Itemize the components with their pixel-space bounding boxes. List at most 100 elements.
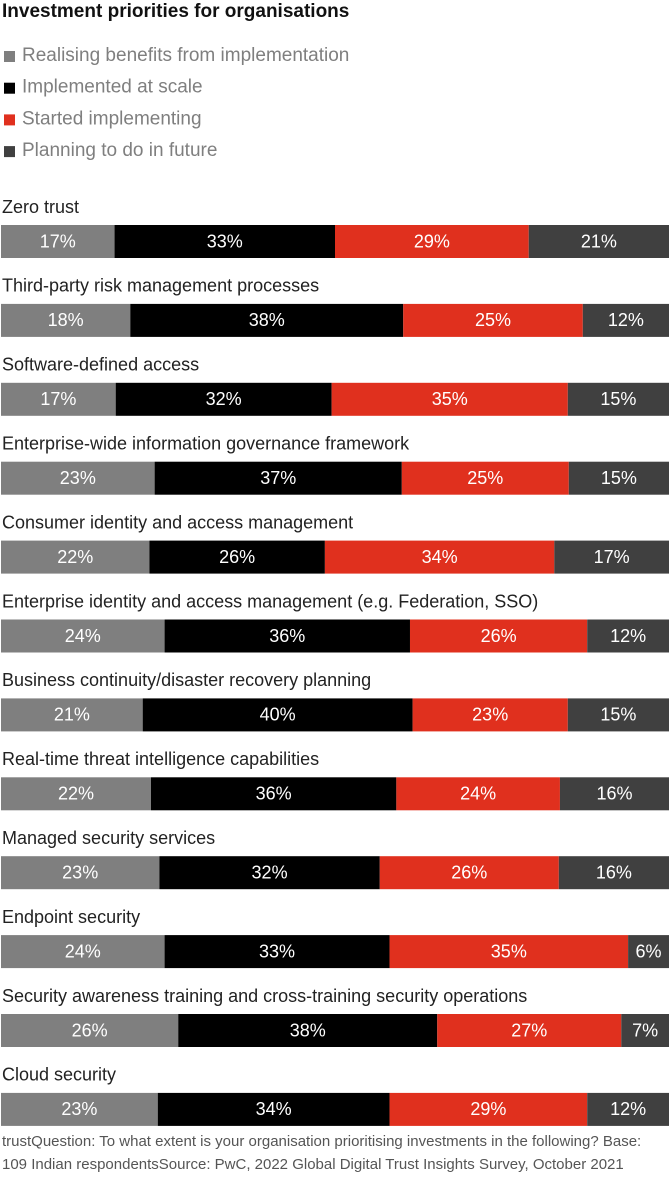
value-label: 24%	[65, 626, 101, 646]
value-label: 23%	[472, 705, 508, 725]
value-label: 23%	[61, 1099, 97, 1119]
bar-segment	[164, 935, 390, 969]
bar-segment	[159, 856, 380, 890]
value-label: 34%	[422, 547, 458, 567]
value-label: 26%	[451, 862, 487, 882]
category-label: Consumer identity and access management	[2, 512, 353, 532]
legend-swatch	[4, 146, 15, 158]
bar-segment	[1, 225, 115, 258]
category-label: Cloud security	[2, 1065, 116, 1085]
bar-segment	[1, 303, 131, 337]
legend-swatch	[4, 114, 15, 126]
value-label: 36%	[256, 784, 292, 804]
bar-segment	[1, 777, 151, 811]
bar-segment	[130, 303, 404, 337]
bar-segment	[587, 619, 669, 653]
category-label: Enterprise-wide information governance f…	[2, 433, 410, 453]
value-label: 24%	[65, 941, 101, 961]
bar-segment	[587, 1092, 669, 1126]
category-label: Enterprise identity and access managemen…	[2, 591, 538, 611]
value-label: 12%	[610, 626, 646, 646]
bar-segment	[335, 225, 529, 258]
bar-segment	[1, 935, 165, 969]
value-label: 33%	[259, 941, 295, 961]
category-label: Zero trust	[2, 197, 79, 217]
bar-segment	[114, 225, 335, 258]
value-label: 21%	[581, 231, 617, 251]
bar-segment	[164, 619, 410, 653]
bar-segment	[621, 1014, 669, 1047]
bar-segment	[396, 777, 560, 811]
value-label: 22%	[58, 784, 94, 804]
value-label: 7%	[632, 1020, 658, 1040]
value-label: 15%	[600, 705, 636, 725]
value-label: 29%	[414, 231, 450, 251]
bar-segment	[412, 698, 568, 732]
bar-segment	[389, 1092, 588, 1126]
category-label: Software-defined access	[2, 355, 199, 375]
value-label: 32%	[252, 862, 288, 882]
category-label: Business continuity/disaster recovery pl…	[2, 670, 371, 690]
value-label: 12%	[608, 310, 644, 330]
bar-segment	[559, 777, 669, 811]
value-label: 24%	[460, 784, 496, 804]
category-label: Third-party risk management processes	[2, 276, 319, 296]
value-label: 33%	[207, 231, 243, 251]
bar-segment	[567, 382, 669, 416]
bar-segment	[154, 461, 402, 495]
value-label: 35%	[432, 389, 468, 409]
bar-segment	[150, 777, 397, 811]
bar-segment	[567, 698, 669, 732]
bar-segment	[115, 382, 332, 416]
source-note: trustQuestion: To what extent is your or…	[2, 1133, 642, 1173]
bar-segment	[628, 935, 669, 969]
bar-segment	[582, 303, 669, 337]
value-label: 35%	[491, 941, 527, 961]
value-label: 29%	[470, 1099, 506, 1119]
bar-segment	[149, 540, 325, 574]
bar-segment	[324, 540, 555, 574]
value-label: 17%	[594, 547, 630, 567]
legend-swatch	[4, 51, 15, 62]
value-label: 16%	[596, 784, 632, 804]
value-label: 26%	[219, 547, 255, 567]
legend-label: Started implementing	[22, 108, 202, 129]
bar-segment	[379, 856, 559, 890]
legend-label: Realising benefits from implementation	[22, 45, 349, 66]
value-label: 37%	[260, 468, 296, 488]
value-label: 26%	[72, 1020, 108, 1040]
bar-segment	[389, 935, 629, 969]
category-label: Real-time threat intelligence capabiliti…	[2, 749, 319, 769]
bar-segment	[178, 1014, 438, 1047]
bar-segment	[142, 698, 413, 732]
bar-segment	[1, 461, 155, 495]
value-label: 32%	[206, 389, 242, 409]
legend-label: Implemented at scale	[22, 77, 203, 98]
legend-swatch	[4, 82, 15, 94]
bar-segment	[554, 540, 669, 574]
value-label: 6%	[636, 941, 662, 961]
category-label: Security awareness training and cross-tr…	[2, 986, 527, 1006]
category-label: Endpoint security	[2, 907, 140, 927]
value-label: 18%	[48, 310, 84, 330]
bar-segment	[1, 619, 165, 653]
value-label: 16%	[596, 862, 632, 882]
value-label: 38%	[290, 1020, 326, 1040]
bar-segment	[409, 619, 588, 653]
value-label: 26%	[481, 626, 517, 646]
bar-segment	[1, 698, 143, 732]
bar-segment	[1, 382, 116, 416]
bar-segment	[401, 461, 569, 495]
value-label: 23%	[62, 862, 98, 882]
bar-segment	[558, 856, 669, 890]
bar-segment	[1, 1014, 179, 1047]
value-label: 25%	[475, 310, 511, 330]
value-label: 12%	[610, 1099, 646, 1119]
value-label: 17%	[40, 231, 76, 251]
legend-label: Planning to do in future	[22, 140, 217, 161]
bar-segment	[1, 1092, 158, 1126]
value-label: 23%	[60, 468, 96, 488]
value-label: 21%	[54, 705, 90, 725]
value-label: 34%	[256, 1099, 292, 1119]
